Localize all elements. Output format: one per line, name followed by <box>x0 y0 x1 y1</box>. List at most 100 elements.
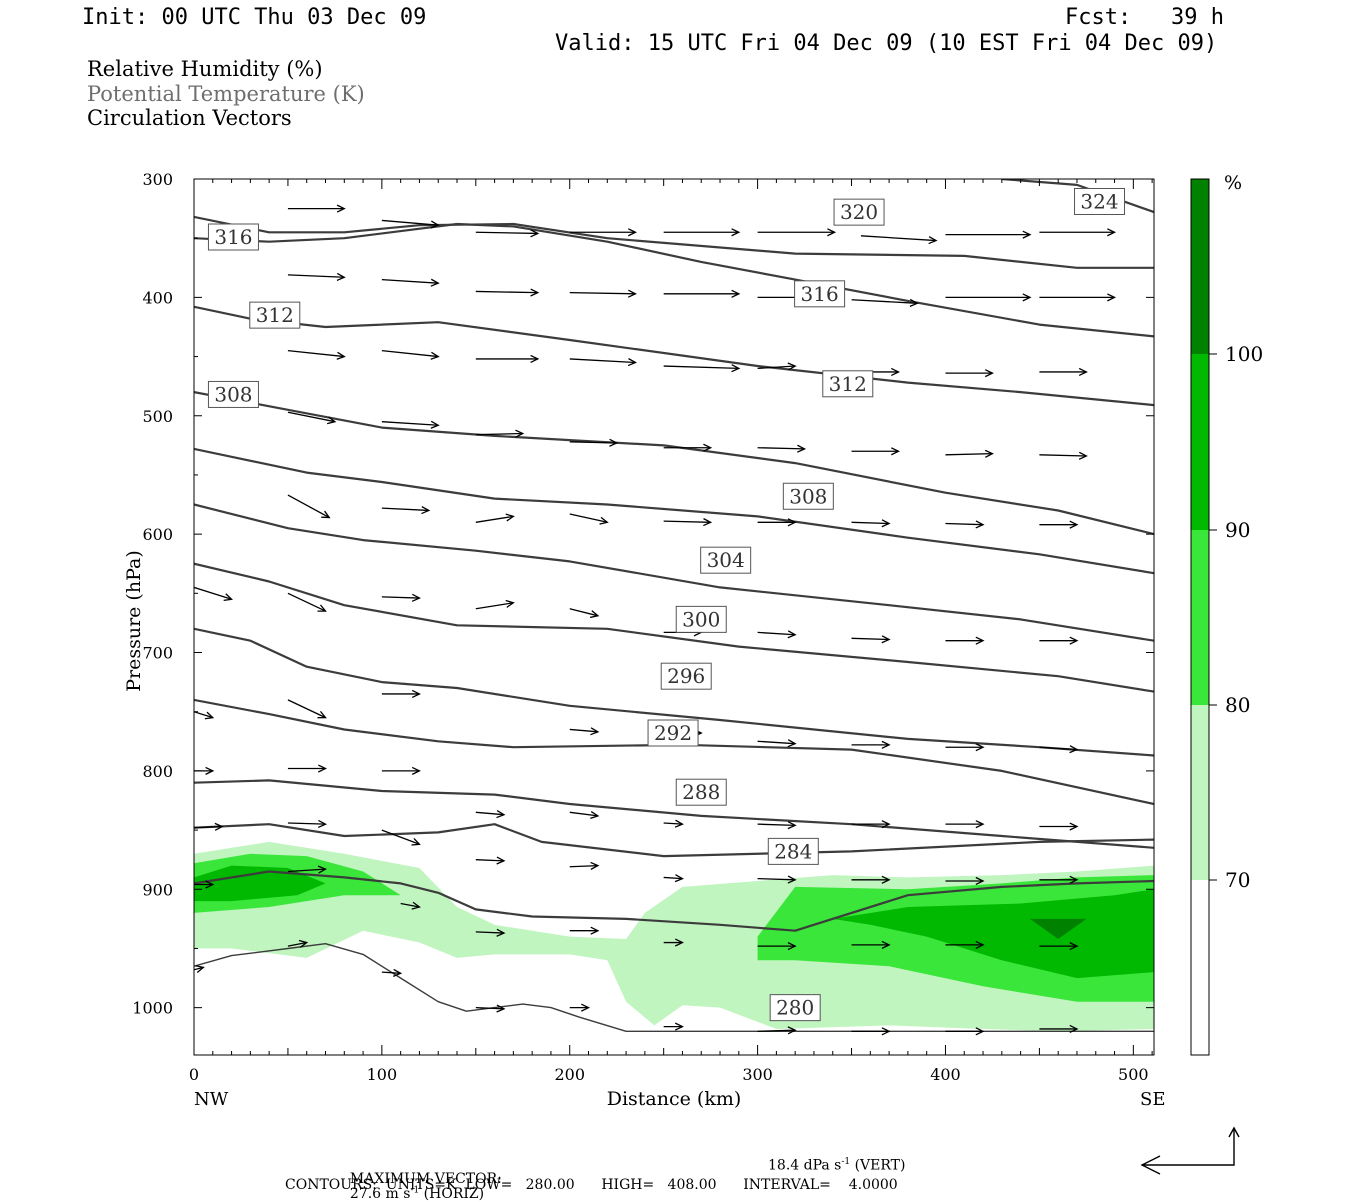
vector-shaft <box>287 411 336 423</box>
colorbar: 70 80 90 100 <box>1190 178 1263 1056</box>
colorbar-frame <box>1190 178 1210 1056</box>
circulation-vector <box>287 764 328 773</box>
y-tick-label: 600 <box>142 525 173 544</box>
theta-label: 292 <box>654 721 692 745</box>
theta-label-frame <box>767 837 819 865</box>
vector-head <box>496 856 506 865</box>
circulation-vector <box>1039 367 1088 377</box>
colorbar-label: 80 <box>1225 693 1250 717</box>
vector-shaft <box>569 864 598 868</box>
circulation-vector <box>475 810 506 819</box>
colorbar-unit: % <box>1224 172 1242 194</box>
y-tick-label: 700 <box>142 644 173 663</box>
theta-contour-324 <box>194 222 1154 338</box>
vector-shaft <box>381 507 429 512</box>
vector-head <box>881 940 891 949</box>
circulation-vector <box>663 874 684 883</box>
vector-head <box>590 727 600 736</box>
vector-head <box>430 420 440 429</box>
vector-shaft <box>860 235 937 242</box>
circulation-vector <box>757 444 807 453</box>
vector-head <box>975 820 985 829</box>
vector-shaft <box>945 522 984 526</box>
circulation-vector <box>475 513 515 523</box>
vector-shaft <box>381 421 439 426</box>
vector-head <box>1069 822 1079 831</box>
theta-label-box: 316 <box>207 223 259 251</box>
colorbar-swatch-90 <box>1191 354 1209 530</box>
circulation-vector <box>569 289 637 298</box>
vector-shaft <box>381 219 439 226</box>
circulation-vector <box>287 411 337 425</box>
circulation-vector <box>1039 451 1088 460</box>
y-tick-label: 900 <box>142 880 173 899</box>
colorbar-swatch-100 <box>1191 179 1209 354</box>
circulation-vector <box>381 278 440 287</box>
vector-head <box>881 519 891 528</box>
y-tick-label: 400 <box>142 288 173 307</box>
theta-label: 308 <box>789 484 827 508</box>
x-tick-label: 300 <box>742 1065 773 1084</box>
vector-shaft <box>381 350 439 358</box>
vector-shaft <box>1039 746 1078 751</box>
circulation-vector <box>945 520 985 529</box>
circulation-vector <box>475 856 506 865</box>
vector-shaft <box>757 823 796 826</box>
circulation-vector <box>945 369 994 378</box>
theta-label-box: 312 <box>249 301 301 329</box>
circulation-vector <box>569 810 600 820</box>
circulation-vector <box>945 449 994 458</box>
circulation-vector <box>757 875 797 884</box>
rh-region-90 <box>194 865 326 902</box>
x-tick-label: 500 <box>1118 1065 1149 1084</box>
theta-label-frame <box>769 994 821 1022</box>
vector-head <box>928 236 938 245</box>
vector-head <box>1069 1024 1079 1034</box>
vector-head <box>223 593 233 602</box>
vector-shaft <box>757 447 805 450</box>
vector-shaft <box>475 231 538 235</box>
vector-shaft <box>757 877 796 881</box>
vector-head <box>1069 745 1079 754</box>
vector-head <box>590 810 600 820</box>
circulation-vector <box>287 272 346 282</box>
theta-label-box: 320 <box>833 198 885 226</box>
vector-head <box>318 764 328 773</box>
theta-contour-284 <box>194 870 1154 932</box>
circulation-vector <box>1039 822 1079 831</box>
theta-label-frame <box>647 719 699 747</box>
x-axis-label: Distance (km) <box>607 1088 742 1110</box>
vector-head <box>1078 451 1088 460</box>
init-time: Init: 00 UTC Thu 03 Dec 09 <box>82 5 427 30</box>
vector-shaft <box>663 822 683 825</box>
circulation-vector <box>663 364 741 373</box>
vector-head <box>975 743 985 752</box>
theta-label-frame <box>822 370 874 398</box>
theta-contours <box>194 179 1154 1033</box>
theta-label-box: 288 <box>675 778 727 806</box>
vector-shaft <box>400 902 420 908</box>
vector-shaft <box>475 602 514 610</box>
vector-head <box>496 810 506 819</box>
axes: 300 400 500 600 700 800 900 1000 0 100 200 300 400 50… <box>132 170 1154 1084</box>
circulation-vector <box>663 938 684 947</box>
theta-label-box: 316 <box>794 280 846 308</box>
circulation-vector <box>945 636 985 645</box>
vector-head <box>505 513 515 522</box>
circulation-vector <box>569 1003 591 1012</box>
theta-contour-292 <box>194 779 1154 849</box>
vector-head <box>731 289 741 298</box>
vector-head <box>984 369 994 378</box>
circulation-vector <box>400 901 421 910</box>
vector-head <box>674 938 684 947</box>
circulation-vector <box>569 438 619 447</box>
theta-label: 284 <box>774 839 812 863</box>
vector-shaft <box>475 432 523 436</box>
circulation-vector <box>381 968 403 977</box>
vector-shaft <box>287 494 330 519</box>
vector-head <box>581 1003 591 1012</box>
y-axis-label: Pressure (hPa) <box>123 550 145 692</box>
vector-head <box>326 416 337 425</box>
vector-shaft <box>569 291 636 295</box>
